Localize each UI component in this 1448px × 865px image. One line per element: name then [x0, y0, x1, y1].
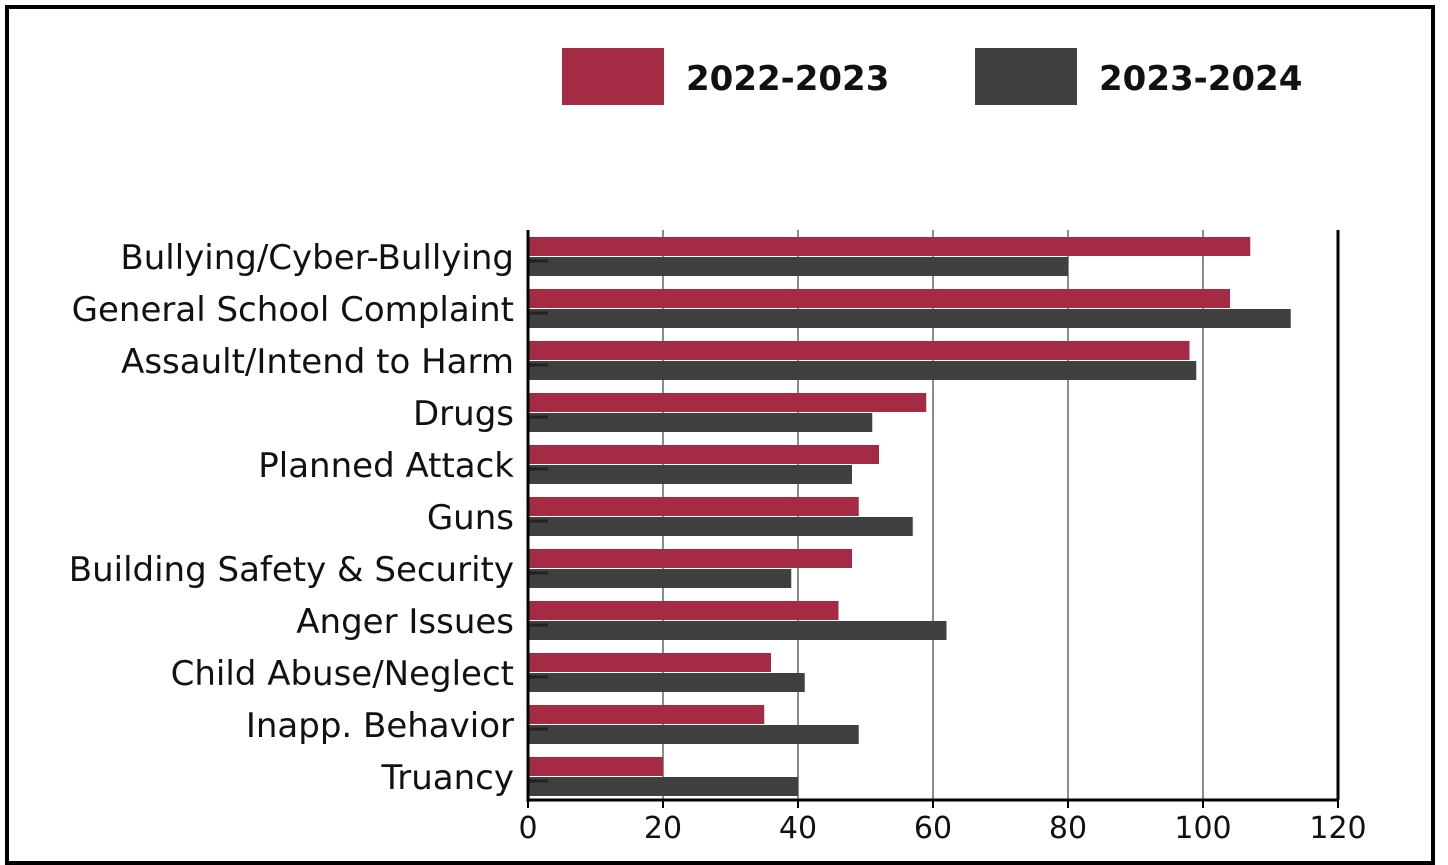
category-label-1: Bullying/Cyber-Bullying — [120, 238, 514, 278]
bar-2-7 — [528, 569, 792, 588]
bar-2-3 — [528, 361, 1197, 380]
x-tick-label-60: 60 — [914, 811, 952, 846]
bar-1-1 — [528, 237, 1251, 256]
bar-2-9 — [528, 673, 805, 692]
bar-1-9 — [528, 653, 771, 672]
bar-1-3 — [528, 341, 1190, 360]
axes: 0 20 40 60 80 100 120 — [518, 230, 1367, 846]
legend-label-2: 2023-2024 — [1099, 59, 1302, 99]
bar-1-7 — [528, 549, 852, 568]
category-label-7: Building Safety & Security — [69, 550, 514, 590]
bar-2-2 — [528, 309, 1291, 328]
x-tick-label-100: 100 — [1174, 811, 1231, 846]
bar-2-5 — [528, 465, 852, 484]
x-tick-label-0: 0 — [518, 811, 537, 846]
x-tick-label-20: 20 — [644, 811, 682, 846]
legend-label-1: 2022-2023 — [686, 59, 889, 99]
bar-2-6 — [528, 517, 913, 536]
bar-2-11 — [528, 777, 798, 796]
bar-2-4 — [528, 413, 873, 432]
bar-1-2 — [528, 289, 1230, 308]
bar-1-11 — [528, 757, 663, 776]
category-label-11: Truancy — [381, 758, 515, 798]
category-labels: Bullying/Cyber-Bullying General School Co… — [69, 238, 515, 798]
category-label-8: Anger Issues — [296, 602, 514, 642]
legend-swatch-1 — [562, 48, 664, 105]
bar-1-4 — [528, 393, 927, 412]
bar-2-1 — [528, 257, 1068, 276]
bar-1-6 — [528, 497, 859, 516]
bar-1-10 — [528, 705, 765, 724]
legend-swatch-2 — [975, 48, 1077, 105]
category-label-10: Inapp. Behavior — [246, 706, 514, 746]
bar-1-8 — [528, 601, 839, 620]
category-label-5: Planned Attack — [258, 446, 514, 486]
bar-2-8 — [528, 621, 947, 640]
bars — [528, 237, 1291, 796]
x-tick-label-80: 80 — [1049, 811, 1087, 846]
legend: 2022-2023 2023-2024 — [562, 48, 1302, 105]
category-label-4: Drugs — [413, 394, 514, 434]
bar-1-5 — [528, 445, 879, 464]
category-label-3: Assault/Intend to Harm — [121, 342, 514, 382]
category-label-6: Guns — [427, 498, 514, 538]
x-tick-label-120: 120 — [1309, 811, 1366, 846]
bar-2-10 — [528, 725, 859, 744]
category-label-2: General School Complaint — [72, 290, 514, 330]
x-tick-label-40: 40 — [779, 811, 817, 846]
category-label-9: Child Abuse/Neglect — [171, 654, 514, 694]
